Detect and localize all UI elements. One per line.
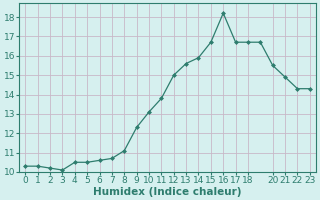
X-axis label: Humidex (Indice chaleur): Humidex (Indice chaleur) bbox=[93, 187, 242, 197]
